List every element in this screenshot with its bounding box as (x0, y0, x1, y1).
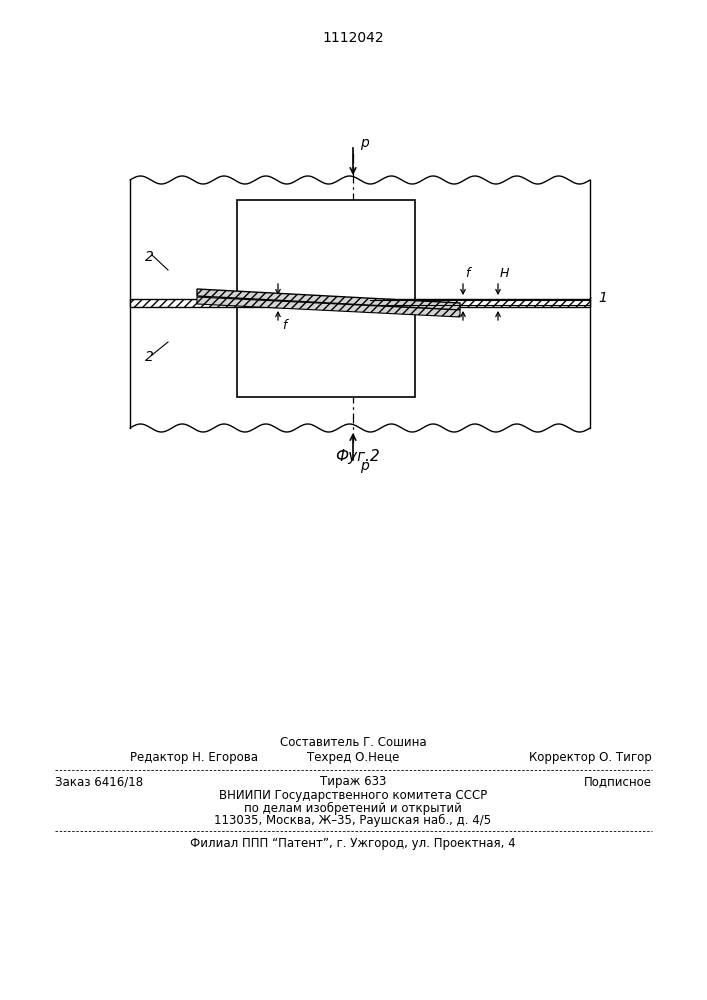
Text: f: f (282, 319, 286, 332)
Text: 2: 2 (145, 250, 154, 264)
Text: 1: 1 (598, 291, 607, 305)
Text: Техред О.Неце: Техред О.Неце (307, 752, 399, 764)
Polygon shape (197, 289, 460, 310)
Polygon shape (197, 297, 460, 317)
Text: 113035, Москва, Ж–35, Раушская наб., д. 4/5: 113035, Москва, Ж–35, Раушская наб., д. … (214, 813, 491, 827)
Text: p: p (360, 136, 369, 150)
Text: Заказ 6416/18: Заказ 6416/18 (55, 776, 143, 788)
Text: Редактор Н. Егорова: Редактор Н. Егорова (130, 752, 258, 764)
Text: 2: 2 (145, 350, 154, 364)
Text: Подписное: Подписное (584, 776, 652, 788)
Bar (130, 299, 590, 307)
Text: Корректор О. Тигор: Корректор О. Тигор (530, 752, 652, 764)
Text: Фуг.2: Фуг.2 (336, 450, 380, 464)
Bar (237, 200, 415, 397)
Text: p: p (360, 459, 369, 473)
Text: f: f (465, 267, 469, 280)
Text: H: H (500, 267, 509, 280)
Text: 1112042: 1112042 (322, 31, 384, 45)
Text: Филиал ППП “Патент”, г. Ужгород, ул. Проектная, 4: Филиал ППП “Патент”, г. Ужгород, ул. Про… (190, 836, 516, 850)
Text: по делам изобретений и открытий: по делам изобретений и открытий (244, 801, 462, 815)
Text: Тираж 633: Тираж 633 (320, 776, 386, 788)
Text: Составитель Г. Сошина: Составитель Г. Сошина (280, 736, 426, 748)
Text: ВНИИПИ Государственного комитета СССР: ВНИИПИ Государственного комитета СССР (219, 790, 487, 802)
